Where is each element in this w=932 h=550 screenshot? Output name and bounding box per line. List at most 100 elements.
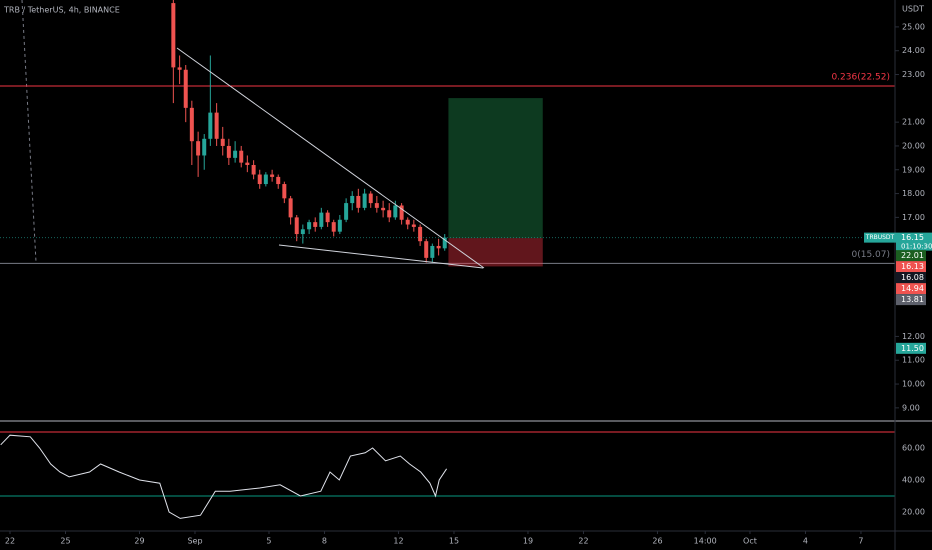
price-badge-label: 22.01 <box>901 251 924 260</box>
y-tick-label: 23.00 <box>902 70 925 79</box>
level-label: 0.236(22.52) <box>831 72 890 82</box>
candle-body <box>245 162 250 165</box>
x-tick-label: 25 <box>60 537 70 546</box>
candle-body <box>350 195 355 204</box>
x-tick-label: Oct <box>743 537 757 546</box>
candle-body <box>362 193 367 208</box>
trendline-lower <box>278 244 484 269</box>
candle-body <box>239 150 244 163</box>
y-tick-label: 20.00 <box>902 141 925 150</box>
x-tick-label: 12 <box>393 537 403 546</box>
price-badge <box>896 272 926 284</box>
candle-body <box>233 150 238 158</box>
candle-body <box>177 67 182 70</box>
price-badge <box>896 342 926 354</box>
countdown: 01:10:30 <box>901 243 932 251</box>
candle-body <box>220 138 225 146</box>
candle-body <box>282 184 287 199</box>
candle-body <box>344 203 349 220</box>
price-badge-label: 13.81 <box>901 295 924 304</box>
symbol-badge <box>864 232 896 243</box>
x-tick-label: 19 <box>523 537 533 546</box>
candle-body <box>226 145 231 158</box>
trendline-upper <box>176 47 485 269</box>
candle-body <box>418 226 423 242</box>
price-badge-label: 11.50 <box>901 344 924 353</box>
candle-body <box>368 193 373 204</box>
candle-body <box>171 3 176 68</box>
candle-body <box>196 141 201 156</box>
candle-body <box>393 205 398 218</box>
candle-body <box>208 112 213 139</box>
candle-body <box>442 237 447 249</box>
y-tick-label: 40.00 <box>902 476 925 485</box>
candle-body <box>288 198 293 218</box>
price-badge <box>896 294 926 306</box>
x-tick-label: 5 <box>266 537 271 546</box>
price-badge <box>896 250 926 262</box>
x-tick-label: 7 <box>858 537 863 546</box>
x-tick-label: 15 <box>449 537 459 546</box>
y-tick-label: 18.00 <box>902 189 925 198</box>
candle-body <box>300 229 305 235</box>
candle-body <box>430 245 435 258</box>
candle-body <box>424 241 429 258</box>
y-tick-label: 19.00 <box>902 165 925 174</box>
candle-body <box>325 212 330 223</box>
candle-body <box>331 222 336 232</box>
x-tick-label: 26 <box>652 537 662 546</box>
candle-body <box>183 69 188 108</box>
last-price: 16.15 <box>901 233 924 242</box>
x-tick-label: 22 <box>5 537 15 546</box>
x-tick-label: 4 <box>803 537 808 546</box>
price-badge-label: 16.13 <box>901 262 924 271</box>
dashed-drawing <box>21 0 37 263</box>
level-label: 0(15.07) <box>851 250 890 260</box>
candle-body <box>214 112 219 139</box>
y-tick-label: 9.00 <box>902 403 920 412</box>
y-tick-label: 10.00 <box>902 380 925 389</box>
x-tick-label: Sep <box>187 537 202 546</box>
candle-body <box>276 176 281 185</box>
y-tick-label: 21.00 <box>902 118 925 127</box>
x-tick-label: 8 <box>322 537 327 546</box>
candle-body <box>313 222 318 227</box>
candle-body <box>294 217 299 235</box>
candle-body <box>399 205 404 220</box>
candle-body <box>189 107 194 142</box>
axis-unit: USDT <box>902 5 924 14</box>
candle-body <box>263 174 268 185</box>
price-badge <box>896 261 926 273</box>
price-badge <box>896 283 926 295</box>
candle-body <box>257 174 262 185</box>
y-tick-label: 20.00 <box>902 508 925 517</box>
y-tick-label: 60.00 <box>902 444 925 453</box>
x-tick-label: 29 <box>134 537 144 546</box>
axes: 22 25 29 Sep 5 8 12 15 19 22 26 14:00 Oct 4 7 25.00 24.0… <box>5 22 932 546</box>
candle-body <box>405 219 410 225</box>
y-tick-label: 12.00 <box>902 332 925 341</box>
chart-title: TRB / TetherUS, 4h, BINANCE <box>3 6 120 15</box>
price-badge-label: 14.94 <box>901 284 924 293</box>
candle-body <box>319 212 324 227</box>
y-tick-label: 11.00 <box>902 356 925 365</box>
position-loss <box>448 238 543 267</box>
y-tick-label: 17.00 <box>902 213 925 222</box>
candle-body <box>381 207 386 211</box>
symbol-label: TRBUSDT <box>865 234 895 241</box>
rsi-pane <box>0 431 895 519</box>
x-tick-label: 14:00 <box>694 537 717 546</box>
candle-body <box>337 219 342 232</box>
x-tick-label: 22 <box>578 537 588 546</box>
candle-body <box>411 224 416 227</box>
price-pane: 0.236(22.52) 0(15.07) <box>0 0 895 267</box>
candle-body <box>251 165 256 175</box>
candle-body <box>307 222 312 230</box>
price-badge-label: 16.08 <box>901 273 924 282</box>
position-profit <box>448 98 543 239</box>
candle-body <box>387 210 392 218</box>
drawings <box>176 47 485 269</box>
candle-body <box>270 174 275 177</box>
